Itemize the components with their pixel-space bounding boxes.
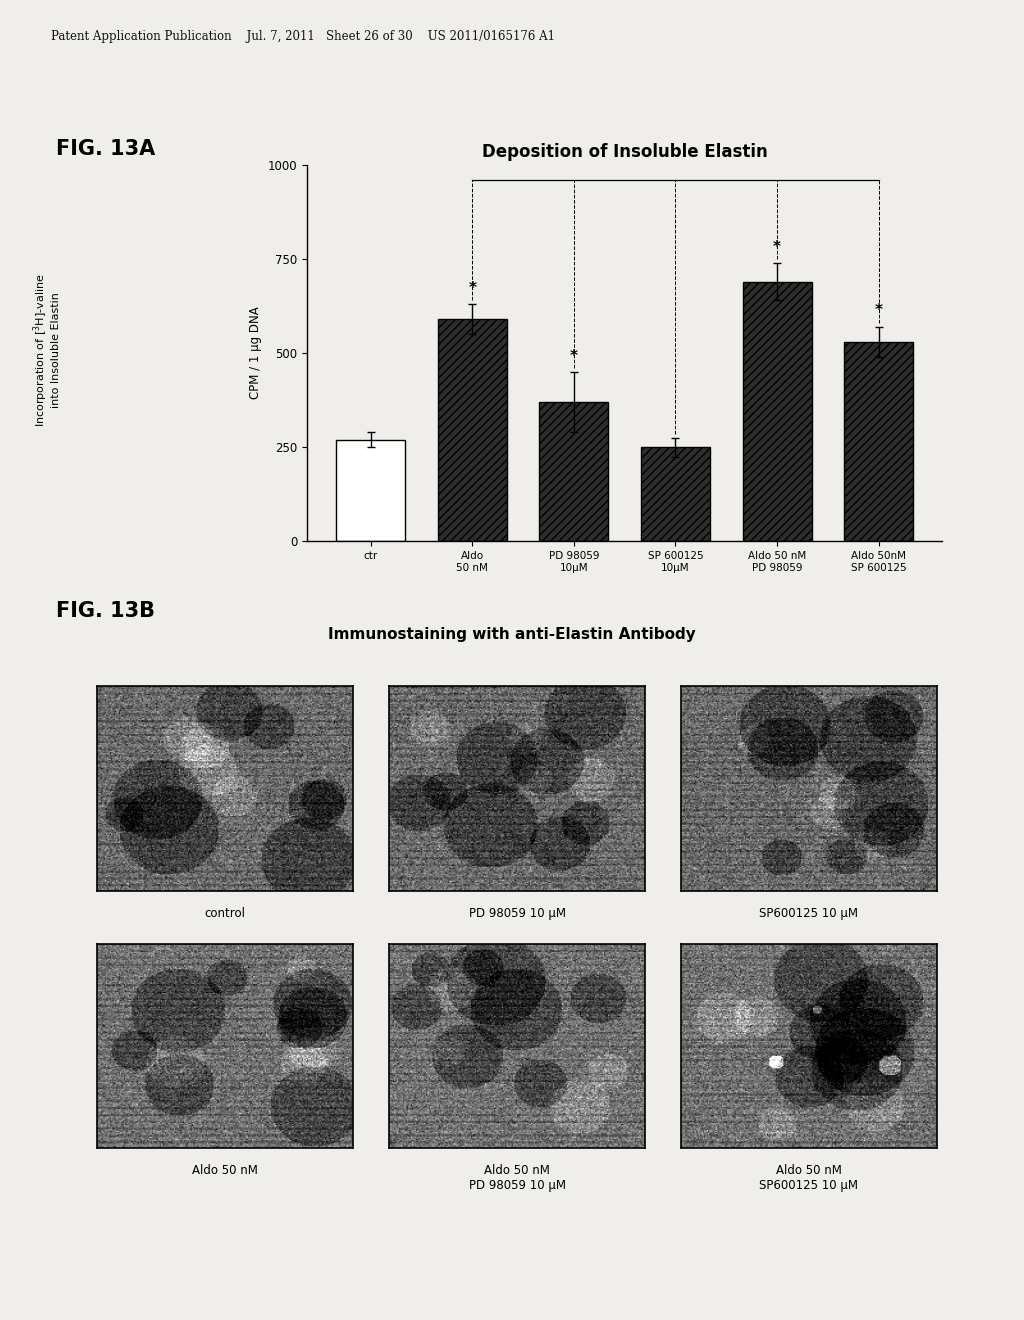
Bar <box>641 447 710 541</box>
Y-axis label: CPM / 1 μg DNA: CPM / 1 μg DNA <box>249 306 262 400</box>
Bar <box>540 403 608 541</box>
Bar <box>844 342 913 541</box>
Text: Aldo 50 nM
PD 98059 10 μM: Aldo 50 nM PD 98059 10 μM <box>469 1164 565 1192</box>
Text: FIG. 13B: FIG. 13B <box>56 601 156 620</box>
Text: control: control <box>205 907 246 920</box>
Text: *: * <box>468 281 476 296</box>
Text: SP600125 10 μM: SP600125 10 μM <box>760 907 858 920</box>
Title: Deposition of Insoluble Elastin: Deposition of Insoluble Elastin <box>481 143 768 161</box>
Text: FIG. 13A: FIG. 13A <box>56 139 156 158</box>
Text: Aldo 50 nM: Aldo 50 nM <box>193 1164 258 1177</box>
Text: Immunostaining with anti-Elastin Antibody: Immunostaining with anti-Elastin Antibod… <box>328 627 696 642</box>
Text: *: * <box>569 348 578 363</box>
Text: Aldo 50 nM
SP600125 10 μM: Aldo 50 nM SP600125 10 μM <box>760 1164 858 1192</box>
Text: *: * <box>874 304 883 318</box>
Text: Patent Application Publication    Jul. 7, 2011   Sheet 26 of 30    US 2011/01651: Patent Application Publication Jul. 7, 2… <box>51 30 555 44</box>
Bar <box>336 440 406 541</box>
Text: Incorporation of [$^3$H]-valine
into Insoluble Elastin: Incorporation of [$^3$H]-valine into Ins… <box>31 273 61 426</box>
Bar <box>742 281 812 541</box>
Text: PD 98059 10 μM: PD 98059 10 μM <box>469 907 565 920</box>
Bar <box>437 319 507 541</box>
Text: *: * <box>773 239 781 255</box>
